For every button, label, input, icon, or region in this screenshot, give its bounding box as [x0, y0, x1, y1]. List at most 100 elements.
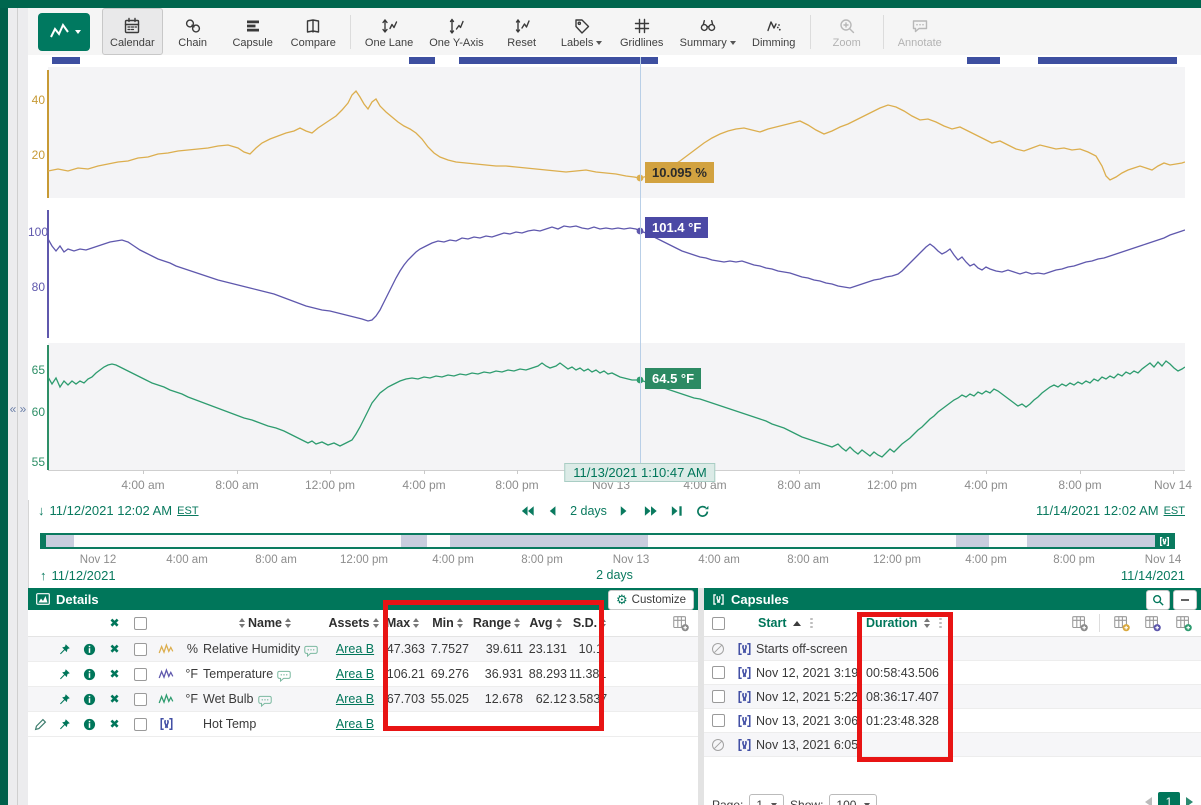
fast-forward-button[interactable]	[642, 503, 659, 519]
show-select[interactable]: 100	[829, 794, 878, 805]
previous-page-icon[interactable]	[1145, 796, 1152, 805]
capsule-region-bar[interactable]	[967, 57, 1000, 64]
capsule-select[interactable]	[704, 666, 732, 679]
customize-button[interactable]: ⚙ Customize	[608, 590, 694, 610]
column-header-sd[interactable]: S.D.	[569, 616, 613, 630]
view-selector-button[interactable]	[38, 12, 90, 51]
sort-icon[interactable]	[514, 618, 521, 628]
trend-chart[interactable]: 40 20 100 80 65 60 55 10.095 % 101.4 °F 64.5 °F 4:…	[28, 55, 1201, 500]
step-back-button[interactable]	[544, 503, 561, 519]
toolbar-button-gridlines[interactable]: Gridlines	[612, 8, 672, 55]
timeline-range-selector[interactable]	[40, 533, 1175, 549]
timezone-link[interactable]: EST	[1163, 504, 1185, 517]
edit-pencil-icon[interactable]	[28, 718, 52, 731]
add-column-button-3[interactable]	[1174, 614, 1193, 632]
toolbar-button-annotate[interactable]: Annotate	[890, 8, 950, 55]
sort-icon[interactable]	[555, 618, 562, 628]
remove-all-icon[interactable]: ✖	[109, 616, 120, 630]
info-icon[interactable]	[76, 718, 102, 731]
column-header-duration[interactable]: Duration	[860, 616, 960, 630]
toolbar-button-reset[interactable]: Reset	[492, 8, 552, 55]
capsule-region-bar[interactable]	[409, 57, 435, 64]
column-menu-icon[interactable]	[939, 617, 942, 629]
toolbar-button-one-lane[interactable]: One Lane	[357, 8, 421, 55]
remove-icon[interactable]: ✖	[109, 692, 120, 706]
series-line-relative-humidity[interactable]	[48, 89, 1185, 181]
comment-bubble-icon[interactable]	[277, 670, 291, 682]
page-select[interactable]: 1	[749, 794, 785, 805]
remove-icon[interactable]: ✖	[109, 667, 120, 681]
remove-icon[interactable]: ✖	[109, 642, 120, 656]
capsule-region-bar[interactable]	[459, 57, 658, 64]
refresh-button[interactable]	[694, 503, 711, 519]
sort-icon[interactable]	[372, 618, 379, 628]
remove-icon[interactable]: ✖	[109, 717, 120, 731]
capsules-search-button[interactable]	[1146, 590, 1170, 610]
capsule-row[interactable]: Nov 12, 2021 5:22 PM 08:36:17.407	[704, 685, 1201, 709]
toolbar-button-capsule[interactable]: Capsule	[223, 8, 283, 55]
toolbar-button-one-y-axis[interactable]: One Y-Axis	[421, 8, 491, 55]
collapse-left-button[interactable]: «	[9, 402, 17, 416]
details-row-wet-bulb[interactable]: ✖ °F Wet Bulb Area B 67.703 55.025 12.678 62.12…	[28, 687, 698, 712]
column-header-start[interactable]: Start	[756, 616, 860, 630]
add-column-button[interactable]	[671, 614, 690, 632]
sort-ascending-icon[interactable]	[793, 620, 802, 626]
select-all-checkbox[interactable]	[133, 616, 147, 630]
details-row-hot-temp[interactable]: ✖ Hot Temp Area B	[28, 712, 698, 737]
row-checkbox[interactable]	[133, 692, 147, 706]
capsule-select[interactable]	[704, 714, 732, 727]
timezone-link[interactable]: EST	[177, 504, 199, 517]
pin-icon[interactable]	[52, 668, 76, 681]
capsule-checkbox[interactable]	[711, 714, 725, 727]
sort-icon[interactable]	[238, 618, 245, 628]
sort-icon[interactable]	[456, 618, 463, 628]
details-row-temperature[interactable]: ✖ °F Temperature Area B 106.21 69.276 36.931 88…	[28, 662, 698, 687]
item-name[interactable]: Hot Temp	[201, 717, 329, 731]
capsule-checkbox[interactable]	[711, 690, 725, 703]
timeline-left-handle[interactable]	[42, 535, 46, 547]
capsule-row[interactable]: Nov 12, 2021 3:19 PM 00:58:43.506	[704, 661, 1201, 685]
select-all-capsules-checkbox[interactable]	[711, 616, 725, 630]
panel-divider[interactable]	[698, 588, 704, 805]
asset-link[interactable]: Area B	[335, 717, 375, 731]
item-name[interactable]: Temperature	[201, 667, 329, 682]
comment-bubble-icon[interactable]	[304, 645, 318, 657]
pin-icon[interactable]	[52, 718, 76, 731]
toolbar-button-calendar[interactable]: Calendar	[102, 8, 163, 55]
pin-icon[interactable]	[52, 643, 76, 656]
row-checkbox[interactable]	[133, 667, 147, 681]
capsules-collapse-button[interactable]	[1173, 590, 1197, 610]
toolbar-button-chain[interactable]: Chain	[163, 8, 223, 55]
add-column-button-1[interactable]	[1112, 614, 1131, 632]
capsule-row[interactable]: Starts off-screen	[704, 637, 1201, 661]
toolbar-button-dimming[interactable]: Dimming	[744, 8, 804, 55]
column-header-min[interactable]: Min	[427, 616, 471, 630]
comment-bubble-icon[interactable]	[257, 695, 272, 707]
row-checkbox[interactable]	[133, 717, 147, 731]
expand-right-button[interactable]: »	[19, 402, 27, 416]
current-page-button[interactable]: 1	[1158, 792, 1180, 805]
details-row-relative-humidity[interactable]: ✖% Relative Humidity Area B 47.363 7.7527 39.…	[28, 637, 698, 662]
info-icon[interactable]	[76, 693, 102, 706]
pin-icon[interactable]	[52, 693, 76, 706]
toolbar-button-labels[interactable]: Labels	[552, 8, 612, 55]
row-checkbox[interactable]	[133, 642, 147, 656]
rewind-button[interactable]	[518, 503, 535, 519]
skip-to-end-button[interactable]	[668, 503, 685, 519]
add-column-button-0[interactable]	[1070, 614, 1100, 632]
column-header-name[interactable]: Name	[201, 616, 329, 630]
series-line-temperature[interactable]	[48, 225, 1185, 322]
capsule-region-bar[interactable]	[52, 57, 80, 64]
column-header-max[interactable]: Max	[381, 616, 427, 630]
display-duration[interactable]: 2 days	[570, 504, 607, 518]
toolbar-button-compare[interactable]: Compare	[283, 8, 344, 55]
capsule-row[interactable]: Nov 13, 2021 6:05 PM	[704, 733, 1201, 757]
column-header-range[interactable]: Range	[471, 616, 525, 630]
toolbar-button-summary[interactable]: Summary	[672, 8, 744, 55]
asset-link[interactable]: Area B	[335, 692, 375, 706]
sort-icon[interactable]	[413, 618, 420, 628]
capsule-checkbox[interactable]	[711, 666, 725, 679]
toolbar-button-zoom[interactable]: Zoom	[817, 8, 877, 55]
timeline-right-handle[interactable]	[1155, 535, 1173, 547]
sort-icon[interactable]	[600, 618, 607, 628]
